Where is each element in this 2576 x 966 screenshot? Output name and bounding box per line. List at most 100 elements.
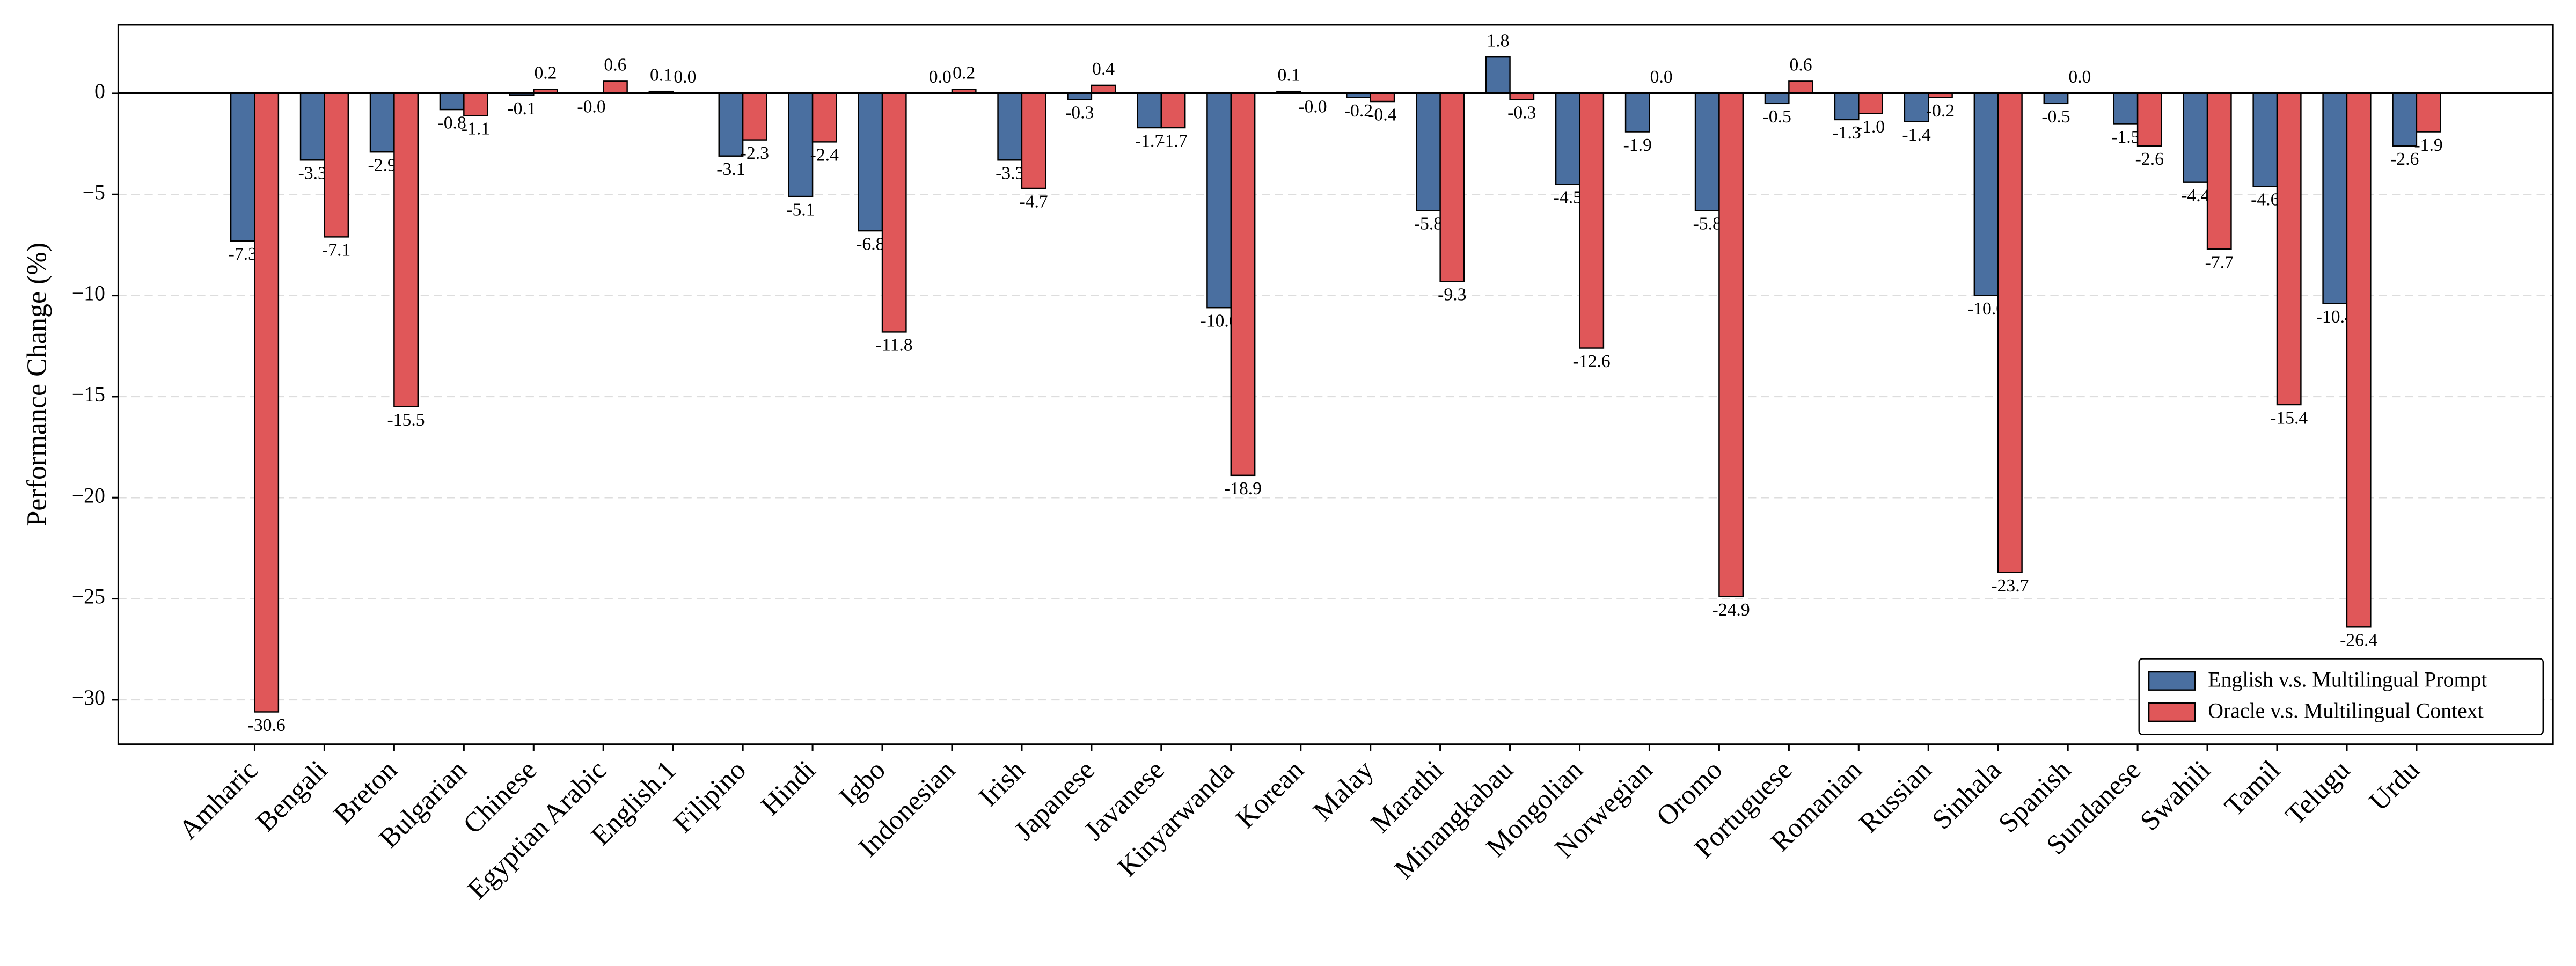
x-tick-label: Igbo [833, 755, 891, 813]
value-label: -4.6 [2251, 190, 2279, 210]
x-tick-label: Urdu [2363, 755, 2426, 817]
value-label: -7.7 [2205, 252, 2234, 272]
bar [254, 92, 280, 713]
y-tick-label: −25 [72, 585, 105, 609]
bar [1834, 92, 1860, 121]
bar [1021, 92, 1046, 189]
y-tick-label: −20 [72, 484, 105, 507]
value-label: -0.8 [438, 113, 466, 133]
value-label: -2.3 [741, 143, 769, 163]
bar [1206, 92, 1232, 309]
bar [1160, 92, 1186, 129]
bar [2113, 92, 2139, 125]
bar [1416, 92, 1441, 211]
bar [1555, 92, 1580, 185]
x-tick-label: Amharic [173, 755, 264, 845]
value-label: -0.0 [1298, 97, 1327, 116]
bar [858, 92, 883, 232]
bar [1973, 92, 1999, 296]
y-tick-label: −5 [83, 180, 105, 204]
value-label: -1.5 [2111, 127, 2140, 147]
value-label: 0.2 [953, 63, 975, 83]
value-label: -3.3 [996, 164, 1024, 184]
bar [997, 92, 1023, 161]
value-label: -2.4 [810, 145, 839, 165]
bar [2183, 92, 2208, 183]
bar [881, 92, 907, 333]
bar [1579, 92, 1605, 349]
bar [1764, 92, 1790, 105]
legend-swatch [2148, 702, 2196, 722]
bar [742, 92, 767, 141]
bar [463, 92, 488, 116]
bar [1370, 92, 1395, 103]
value-label: 0.2 [534, 63, 557, 83]
value-label: 0.1 [650, 65, 672, 85]
x-tick-label: Russian [1853, 755, 1937, 839]
value-label: -1.9 [2414, 135, 2442, 155]
value-label: 0.6 [604, 55, 626, 75]
bar [811, 92, 837, 143]
x-tick-label: Korean [1230, 755, 1310, 835]
bar [1624, 92, 1650, 133]
value-label: -12.6 [1573, 352, 1611, 371]
x-tick-label: Telugu [2280, 755, 2356, 831]
bar [1137, 92, 1162, 129]
value-label: 0.0 [929, 67, 952, 87]
bar [2276, 92, 2302, 406]
value-label: -0.3 [1065, 103, 1094, 123]
value-label: -0.2 [1926, 101, 1955, 121]
value-label: -4.4 [2181, 186, 2209, 206]
bar [1858, 92, 1883, 114]
bar [2416, 92, 2441, 133]
x-tick-label: Swahili [2134, 755, 2216, 837]
plot-frame [117, 24, 2554, 745]
value-label: -0.1 [507, 99, 536, 119]
bar [1439, 92, 1465, 282]
bar [718, 92, 744, 157]
y-tick-label: −30 [72, 686, 105, 709]
value-label: -26.4 [2340, 631, 2377, 650]
y-axis-label: Performance Change (%) [21, 243, 52, 526]
bar [1694, 92, 1720, 211]
legend-label: English v.s. Multilingual Prompt [2208, 668, 2487, 692]
value-label: 0.0 [2068, 67, 2091, 87]
bar [1091, 84, 1116, 94]
bar [2252, 92, 2278, 187]
value-label: -15.5 [387, 410, 425, 430]
legend-swatch [2148, 671, 2196, 691]
bar [2043, 92, 2069, 105]
value-label: -7.3 [229, 244, 257, 264]
value-label: -1.7 [1159, 131, 1187, 151]
value-label: -9.3 [1438, 285, 1466, 305]
value-label: -1.0 [1856, 117, 1885, 137]
value-label: -0.3 [1507, 103, 1536, 123]
value-label: -0.5 [1763, 107, 1791, 127]
value-label: -5.1 [786, 200, 815, 219]
value-label: -1.7 [1135, 131, 1163, 151]
value-label: -1.9 [1623, 135, 1652, 155]
x-tick-label: Hindi [755, 755, 822, 821]
value-label: -3.3 [298, 164, 327, 184]
bar [324, 92, 349, 238]
bar [2392, 92, 2418, 147]
x-tick-label: Bengali [251, 755, 334, 838]
value-label: -18.9 [1224, 479, 1262, 499]
value-label: -0.5 [2041, 107, 2070, 127]
bar [299, 92, 325, 161]
value-label: -1.4 [1902, 125, 1930, 145]
value-label: -24.9 [1713, 600, 1750, 620]
bar [1904, 92, 1929, 122]
x-tick-label: Sinhala [1926, 755, 2007, 836]
value-label: -1.1 [462, 119, 490, 139]
x-tick-label: Filipino [668, 755, 752, 839]
bar [1788, 80, 1813, 94]
legend-box [2138, 658, 2544, 735]
bar [1997, 92, 2023, 573]
bar [1230, 92, 1256, 477]
bar [603, 80, 628, 94]
y-tick-label: 0 [94, 79, 105, 103]
y-tick-label: −15 [72, 383, 105, 406]
value-label: -11.8 [876, 335, 913, 355]
